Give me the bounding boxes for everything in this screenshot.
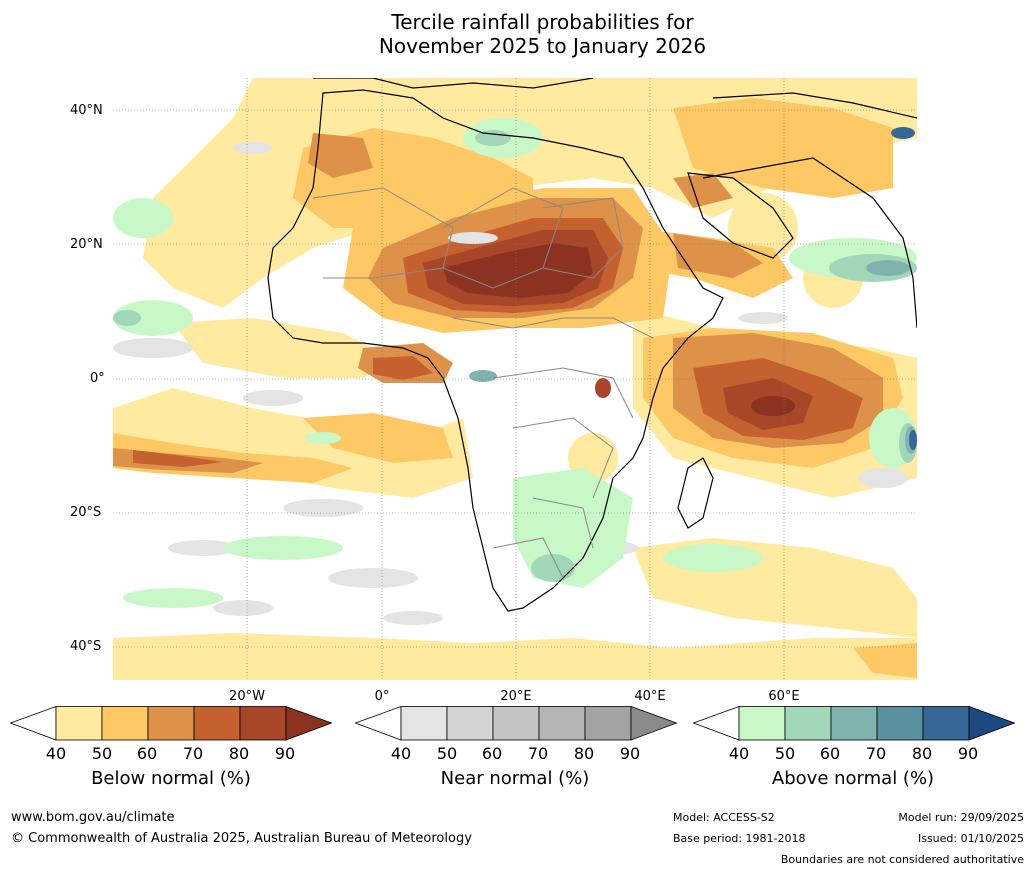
- tick-near-50: 50: [436, 744, 458, 763]
- tick-above-40: 40: [728, 744, 750, 763]
- tick-near-80: 80: [573, 744, 595, 763]
- tick-near-60: 60: [481, 744, 503, 763]
- tick-near-90: 90: [619, 744, 641, 763]
- colorbar-below-normal-title: Below normal (%): [91, 768, 251, 789]
- lon-label-0: 0°: [374, 689, 390, 704]
- lon-label-60e: 60°E: [768, 689, 800, 704]
- above-normal-swatch-1: [738, 706, 786, 741]
- base-period: Base period: 1981-2018: [673, 832, 806, 845]
- near-normal-area: [113, 142, 908, 625]
- website-link[interactable]: www.bom.gov.au/climate: [11, 810, 175, 825]
- above-normal-swatch-3: [830, 706, 878, 741]
- above-normal-over-arrow: [968, 706, 1015, 741]
- below-normal-under-arrow: [10, 706, 57, 741]
- near-normal-swatch-2: [446, 706, 494, 741]
- above-normal-swatch-2: [784, 706, 832, 741]
- colorbar-above-normal-title: Above normal (%): [771, 768, 935, 789]
- issued-date: Issued: 01/10/2025: [917, 832, 1024, 845]
- tick-above-70: 70: [865, 744, 887, 763]
- lon-label-20e: 20°E: [500, 689, 532, 704]
- near-normal-swatch-3: [492, 706, 540, 741]
- above-normal-70-80-area: [891, 127, 917, 450]
- tick-above-50: 50: [774, 744, 796, 763]
- tick-below-90: 90: [274, 744, 296, 763]
- model-run-date: Model run: 29/09/2025: [898, 811, 1024, 824]
- near-normal-swatch-5: [584, 706, 632, 741]
- below-normal-swatch-3: [147, 706, 195, 741]
- lat-label-equator: 0°: [90, 371, 105, 386]
- colorbar-below-normal: [10, 706, 332, 741]
- lat-label-20n: 20°N: [70, 237, 103, 252]
- model-name: Model: ACCESS-S2: [673, 811, 775, 824]
- chart-title: Tercile rainfall probabilities for Novem…: [0, 10, 1035, 58]
- lat-label-40s: 40°S: [70, 639, 102, 654]
- lat-label-40n: 40°N: [70, 103, 103, 118]
- near-normal-swatch-1: [400, 706, 448, 741]
- near-normal-swatch-4: [538, 706, 586, 741]
- title-line-1: Tercile rainfall probabilities for: [391, 10, 694, 34]
- tick-near-70: 70: [527, 744, 549, 763]
- colorbar-near-normal-title: Near normal (%): [440, 768, 590, 789]
- above-normal-swatch-5: [922, 706, 970, 741]
- colorbar-near-normal-swatches: [355, 706, 677, 741]
- tick-above-90: 90: [957, 744, 979, 763]
- tick-below-50: 50: [91, 744, 113, 763]
- near-normal-under-arrow: [355, 706, 402, 741]
- tick-below-40: 40: [45, 744, 67, 763]
- lat-label-20s: 20°S: [70, 505, 102, 520]
- coastlines: [267, 78, 917, 612]
- tick-near-40: 40: [390, 744, 412, 763]
- below-normal-swatch-4: [193, 706, 241, 741]
- colorbar-above-normal: [693, 706, 1015, 741]
- rainfall-probability-map: [113, 78, 917, 680]
- tick-below-80: 80: [228, 744, 250, 763]
- colorbar-above-normal-swatches: [693, 706, 1015, 741]
- tick-above-80: 80: [911, 744, 933, 763]
- below-normal-swatch-2: [101, 706, 149, 741]
- graticule: [113, 78, 917, 680]
- country-boundaries: [312, 187, 654, 579]
- copyright-text: © Commonwealth of Australia 2025, Austra…: [11, 831, 472, 846]
- below-normal-over-arrow: [285, 706, 332, 741]
- below-normal-swatch-1: [55, 706, 103, 741]
- near-normal-over-arrow: [630, 706, 677, 741]
- tick-below-60: 60: [136, 744, 158, 763]
- lon-label-20w: 20°W: [229, 689, 265, 704]
- tick-below-70: 70: [182, 744, 204, 763]
- above-normal-under-arrow: [693, 706, 740, 741]
- title-line-2: November 2025 to January 2026: [378, 34, 707, 58]
- colorbar-below-normal-swatches: [10, 706, 332, 741]
- boundaries-disclaimer: Boundaries are not considered authoritat…: [780, 853, 1024, 866]
- lon-label-40e: 40°E: [634, 689, 666, 704]
- below-normal-swatch-5: [239, 706, 287, 741]
- colorbar-near-normal: [355, 706, 677, 741]
- above-normal-swatch-4: [876, 706, 924, 741]
- tick-above-60: 60: [819, 744, 841, 763]
